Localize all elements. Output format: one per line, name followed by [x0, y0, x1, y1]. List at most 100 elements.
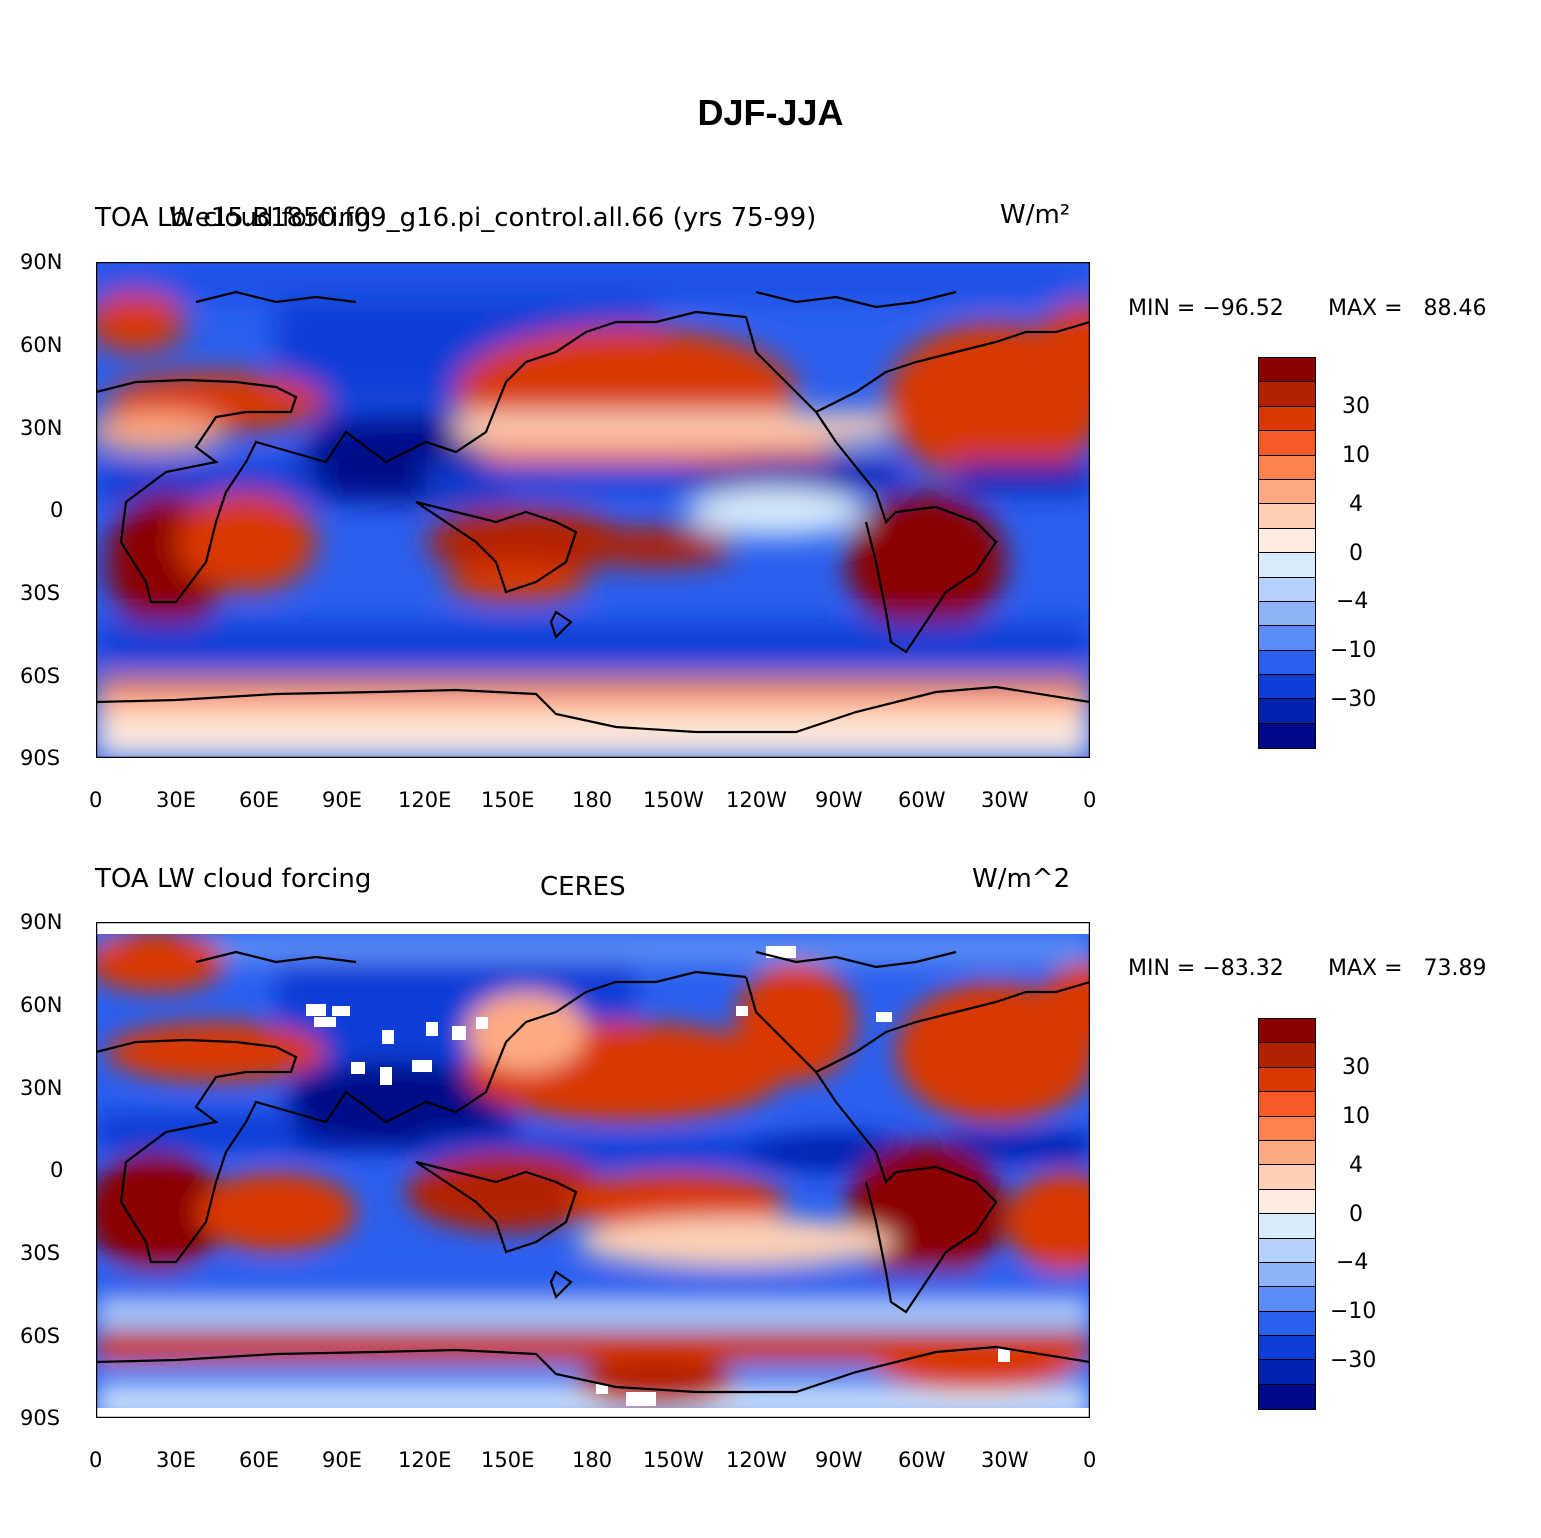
p2-lon-tick: 0 [1083, 1448, 1097, 1472]
p2-lon-tick: 150E [481, 1448, 535, 1472]
p1-lon-tick: 150W [643, 788, 704, 812]
p2-cb-label: 10 [1342, 1104, 1370, 1129]
colorbar-swatch [1259, 1092, 1315, 1117]
colorbar-swatch [1259, 650, 1315, 676]
colorbar-swatch [1259, 431, 1315, 456]
panel2-center-label: CERES [540, 872, 626, 902]
panel2-max: MAX = 73.89 [1328, 956, 1487, 981]
colorbar-swatch [1259, 1262, 1315, 1288]
panel1-min: MIN = −96.52 [1128, 296, 1284, 321]
panel1-max: MAX = 88.46 [1328, 296, 1487, 321]
p1-lon-tick: 180 [572, 788, 613, 812]
colorbar-swatch [1259, 1140, 1315, 1166]
colorbar-swatch [1259, 1384, 1315, 1410]
p1-lat-tick: 90S [20, 746, 61, 770]
panel1-left-label: TOA LW cloud forcing [95, 203, 372, 233]
colorbar-swatch [1259, 406, 1315, 432]
p2-lon-tick: 60W [898, 1448, 946, 1472]
p1-lon-tick: 120W [726, 788, 787, 812]
panel1-map [96, 262, 1090, 758]
p2-lon-tick: 150W [643, 1448, 704, 1472]
p2-lon-tick: 0 [89, 1448, 103, 1472]
p1-cb-label: −30 [1330, 687, 1377, 712]
p2-lon-tick: 120E [398, 1448, 452, 1472]
p1-cb-label: 0 [1349, 541, 1363, 566]
colorbar-swatch [1259, 1360, 1315, 1385]
p2-cb-label: −4 [1336, 1250, 1369, 1275]
colorbar-swatch [1259, 382, 1315, 407]
p2-lon-tick: 30E [156, 1448, 196, 1472]
p2-lat-tick: 30N [20, 1076, 63, 1100]
colorbar-swatch [1259, 504, 1315, 529]
panel2-units: W/m^2 [972, 864, 1071, 894]
panel2-colorbar [1258, 1018, 1316, 1411]
p2-lat-tick: 60S [20, 1324, 61, 1348]
p2-lon-tick: 90W [815, 1448, 863, 1472]
p2-cb-label: 0 [1349, 1202, 1363, 1227]
colorbar-swatch [1259, 1311, 1315, 1337]
colorbar-swatch [1259, 675, 1315, 700]
p1-cb-label: 4 [1349, 492, 1363, 517]
p2-lat-tick: 90N [20, 910, 63, 934]
p1-lon-tick: 120E [398, 788, 452, 812]
p2-lon-tick: 30W [981, 1448, 1029, 1472]
colorbar-swatch [1259, 1019, 1315, 1044]
colorbar-swatch [1259, 601, 1315, 627]
p2-cb-label: 4 [1349, 1153, 1363, 1178]
colorbar-swatch [1259, 1043, 1315, 1068]
p1-lon-tick: 150E [481, 788, 535, 812]
p2-cb-label: 30 [1342, 1055, 1370, 1080]
p1-lon-tick: 60W [898, 788, 946, 812]
p2-cb-label: −30 [1330, 1348, 1377, 1373]
colorbar-swatch [1259, 577, 1315, 602]
panel1-center-label: b.e15.B1850.f09_g16.pi_control.all.66 (y… [170, 203, 817, 233]
panel1-colorbar [1258, 357, 1316, 750]
p2-cb-label: −10 [1330, 1299, 1377, 1324]
p2-lon-tick: 60E [239, 1448, 279, 1472]
colorbar-swatch [1259, 1238, 1315, 1263]
colorbar-swatch [1259, 455, 1315, 480]
p2-lat-tick: 90S [20, 1406, 61, 1430]
p1-cb-label: −4 [1336, 589, 1369, 614]
p1-lat-tick: 30S [20, 581, 61, 605]
p1-lon-tick: 0 [1083, 788, 1097, 812]
colorbar-swatch [1259, 1189, 1315, 1215]
p1-cb-label: −10 [1330, 638, 1377, 663]
colorbar-swatch [1259, 699, 1315, 724]
p1-lon-tick: 0 [89, 788, 103, 812]
p1-lon-tick: 30W [981, 788, 1029, 812]
panel1-units: W/m² [1000, 200, 1071, 230]
p2-lon-tick: 90E [322, 1448, 362, 1472]
p1-lat-tick: 60N [20, 333, 63, 357]
p1-lon-tick: 30E [156, 788, 196, 812]
p1-lon-tick: 90W [815, 788, 863, 812]
colorbar-swatch [1259, 1336, 1315, 1361]
p1-lat-tick: 60S [20, 664, 61, 688]
p2-lon-tick: 120W [726, 1448, 787, 1472]
p1-lat-tick: 90N [20, 250, 63, 274]
colorbar-swatch [1259, 1067, 1315, 1093]
colorbar-swatch [1259, 479, 1315, 505]
panel2-left-label: TOA LW cloud forcing [95, 864, 372, 894]
colorbar-swatch [1259, 1214, 1315, 1239]
p2-lat-tick: 60N [20, 993, 63, 1017]
panel2-min: MIN = −83.32 [1128, 956, 1284, 981]
p2-lat-tick: 30S [20, 1241, 61, 1265]
p1-lon-tick: 90E [322, 788, 362, 812]
p1-cb-label: 10 [1342, 443, 1370, 468]
colorbar-swatch [1259, 358, 1315, 383]
colorbar-swatch [1259, 553, 1315, 578]
colorbar-swatch [1259, 1165, 1315, 1190]
colorbar-swatch [1259, 723, 1315, 749]
colorbar-swatch [1259, 1116, 1315, 1141]
panel2-map [96, 922, 1090, 1418]
colorbar-swatch [1259, 1287, 1315, 1312]
figure-title: DJF-JJA [697, 92, 844, 133]
p1-lat-tick: 30N [20, 416, 63, 440]
p1-cb-label: 30 [1342, 394, 1370, 419]
p2-lon-tick: 180 [572, 1448, 613, 1472]
p1-lon-tick: 60E [239, 788, 279, 812]
p1-lat-tick: 0 [50, 498, 64, 522]
colorbar-swatch [1259, 528, 1315, 554]
p2-lat-tick: 0 [50, 1158, 64, 1182]
